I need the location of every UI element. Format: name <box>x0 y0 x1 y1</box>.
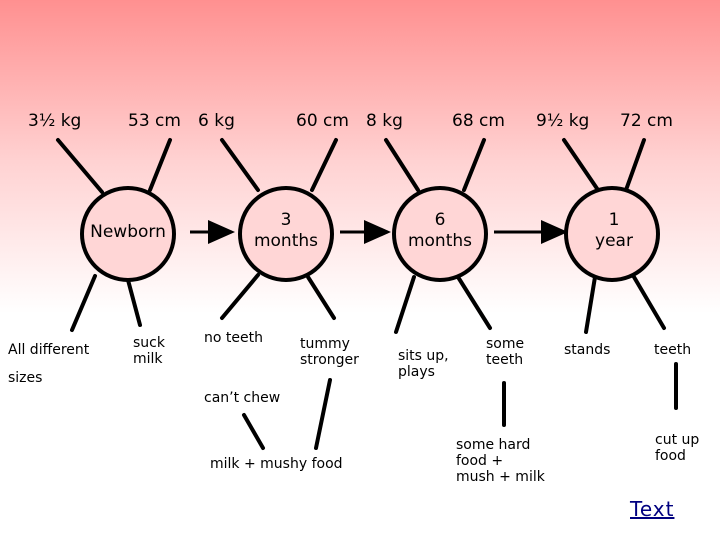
newborn-weight: 3½ kg <box>28 111 82 131</box>
spoke-line <box>220 138 260 192</box>
spoke-line <box>70 274 97 332</box>
3months-weight: 6 kg <box>198 111 235 131</box>
spoke-line <box>624 138 646 192</box>
fact-no-teeth: no teeth <box>204 330 263 346</box>
node-newborn-label: Newborn <box>90 222 166 242</box>
fact-milk-mushy-food: milk + mushy food <box>210 456 343 472</box>
spoke-line <box>126 278 142 327</box>
spoke-line <box>584 275 597 334</box>
node-3months-circle <box>238 186 334 282</box>
node-1year-label: 1 year <box>595 210 633 252</box>
fact-teeth: teeth <box>654 342 692 358</box>
spoke-line <box>310 138 338 192</box>
spoke-line <box>462 138 486 192</box>
fact-cut-up-food: cut up food <box>655 432 700 465</box>
connector-line <box>314 378 332 450</box>
fact-sizes: sizes <box>8 370 43 386</box>
1year-weight: 9½ kg <box>536 111 590 131</box>
spoke-line <box>394 275 416 334</box>
node-1year-circle <box>564 186 660 282</box>
fact-suck-milk: suck milk <box>133 335 165 368</box>
spoke-line <box>562 138 600 192</box>
fact-some-hard-food: some hard food + mush + milk <box>456 437 545 486</box>
spoke-line <box>148 138 172 192</box>
fact-some-teeth: some teeth <box>486 336 525 369</box>
node-newborn-circle <box>80 186 176 282</box>
3months-length: 60 cm <box>296 111 349 131</box>
newborn-length: 53 cm <box>128 111 181 131</box>
spoke-line <box>220 273 260 320</box>
spoke-line <box>384 138 420 192</box>
node-3months-label: 3 months <box>253 210 319 252</box>
spoke-line <box>56 138 104 194</box>
node-6months-label: 6 months <box>407 210 473 252</box>
fact-tummy-stronger: tummy stronger <box>300 336 359 369</box>
fact-cant-chew: can’t chew <box>204 390 281 406</box>
fact-all-different: All different <box>8 342 90 358</box>
node-6months-circle <box>392 186 488 282</box>
spoke-line <box>306 275 336 320</box>
6months-length: 68 cm <box>452 111 505 131</box>
fact-stands: stands <box>564 342 611 358</box>
connector-line <box>242 413 265 450</box>
spoke-line <box>456 275 492 330</box>
spoke-line <box>632 275 666 330</box>
1year-length: 72 cm <box>620 111 673 131</box>
text-link[interactable]: Text <box>630 497 675 521</box>
6months-weight: 8 kg <box>366 111 403 131</box>
fact-sits-up-plays: sits up, plays <box>398 348 449 381</box>
